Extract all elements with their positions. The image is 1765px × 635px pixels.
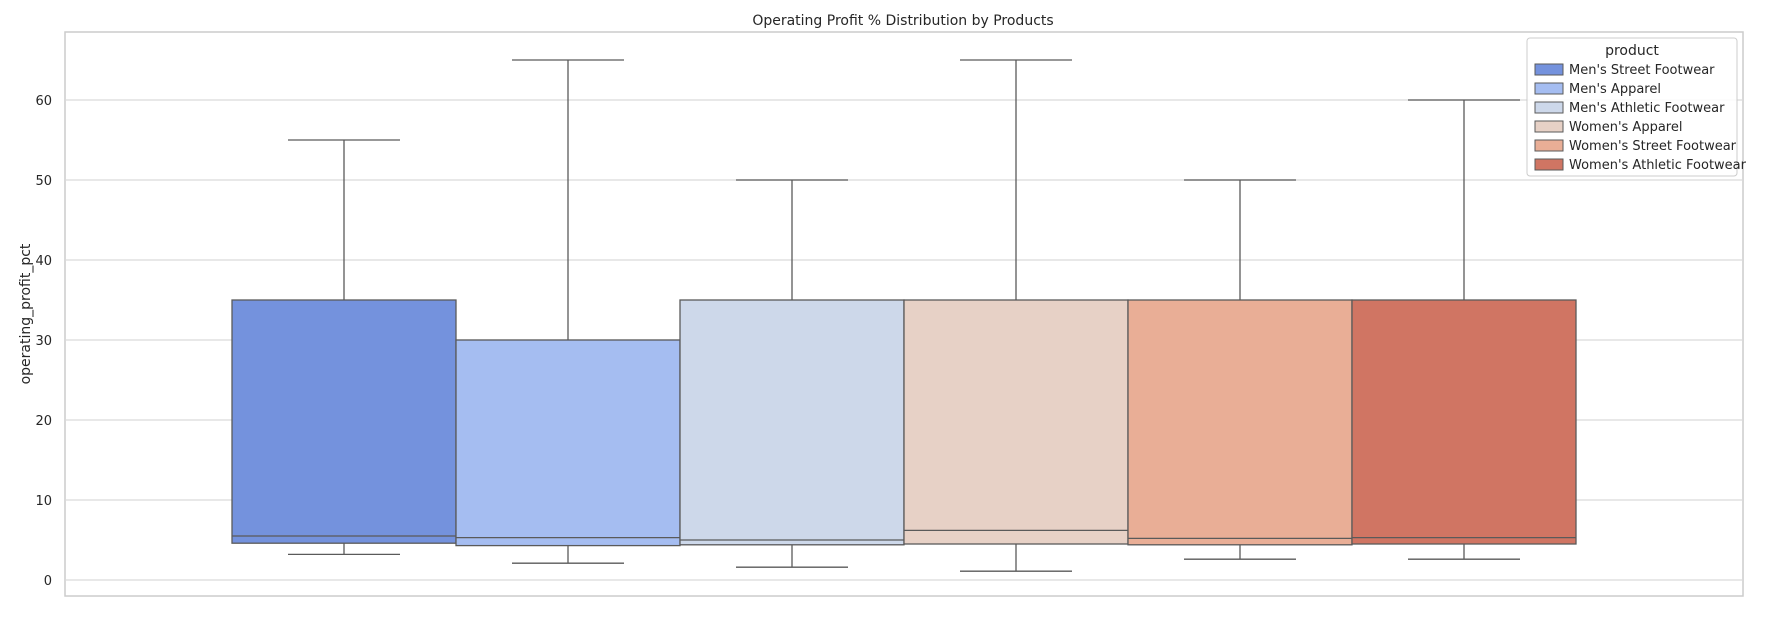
box-5 — [1127, 179, 1353, 560]
box-iqr — [1351, 299, 1577, 545]
y-tick-label: 10 — [35, 494, 52, 509]
box-6 — [1351, 99, 1577, 560]
legend-swatch — [1534, 158, 1564, 171]
chart-title: Operating Profit % Distribution by Produ… — [752, 13, 1053, 29]
legend-label: Women's Street Footwear — [1569, 139, 1737, 154]
legend-swatch — [1534, 139, 1564, 152]
box-iqr — [1127, 299, 1353, 546]
legend-swatch — [1534, 63, 1564, 76]
y-tick-label: 60 — [35, 94, 52, 109]
legend-title: product — [1605, 43, 1659, 59]
legend-swatch — [1534, 101, 1564, 114]
y-tick-label: 30 — [35, 334, 52, 349]
y-axis-label: operating_profit_pct — [18, 243, 34, 384]
box-2 — [455, 59, 681, 564]
y-tick-label: 20 — [35, 414, 52, 429]
box-iqr — [231, 299, 457, 544]
box-iqr — [455, 339, 681, 547]
legend-label: Women's Athletic Footwear — [1569, 158, 1747, 173]
legend: product Men's Street Footwear Men's Appar… — [1526, 37, 1747, 177]
box-3 — [679, 179, 905, 568]
y-axis-ticks: 0 10 20 30 40 50 60 — [35, 94, 52, 589]
box-1 — [231, 139, 457, 556]
box-group — [231, 59, 1577, 572]
box-iqr — [903, 299, 1129, 545]
y-tick-label: 0 — [44, 574, 52, 589]
y-tick-label: 40 — [35, 254, 52, 269]
y-tick-label: 50 — [35, 174, 52, 189]
legend-label: Men's Apparel — [1569, 82, 1661, 97]
legend-label: Men's Athletic Footwear — [1569, 101, 1725, 116]
legend-label: Women's Apparel — [1569, 120, 1682, 135]
box-iqr — [679, 299, 905, 546]
legend-swatch — [1534, 82, 1564, 95]
legend-swatch — [1534, 120, 1564, 133]
legend-frame — [1526, 37, 1738, 177]
legend-label: Men's Street Footwear — [1569, 63, 1715, 78]
